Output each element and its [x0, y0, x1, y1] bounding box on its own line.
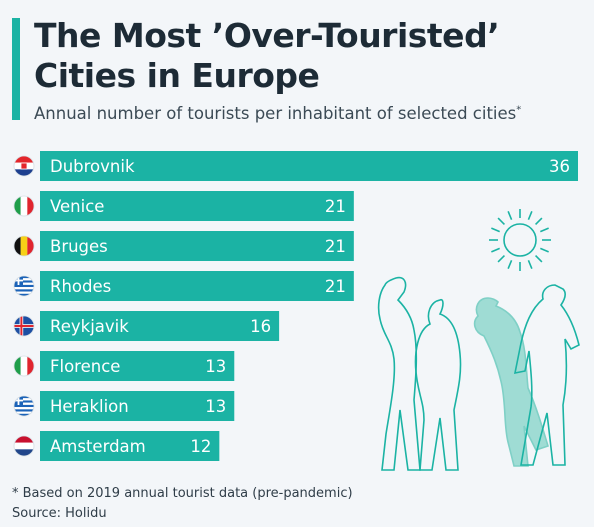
- sun-ray: [497, 254, 506, 263]
- chart-title-line-1: The Most ’Over-Touristed’: [34, 16, 500, 55]
- iceland-flag-icon: [13, 315, 35, 337]
- sun-ray: [534, 254, 543, 263]
- bar-row: Dubrovnik 36: [13, 151, 578, 181]
- bars-layer: Dubrovnik 36 Venice 21 Bruges 21 Rhodes 21 Reykj…: [13, 151, 578, 461]
- value-label: 13: [205, 357, 226, 376]
- chart-title: The Most ’Over-Touristed’ Cities in Euro…: [34, 16, 574, 96]
- bar-chart: Dubrovnik 36 Venice 21 Bruges 21 Rhodes 21 Reykj…: [13, 151, 580, 471]
- tourist-figure-3: [473, 297, 549, 467]
- bar-venice: [40, 191, 354, 221]
- chart-title-line-2: Cities in Europe: [34, 56, 320, 95]
- category-label: Reykjavik: [50, 317, 129, 336]
- sun-ray: [491, 247, 500, 253]
- tourist-figure-2: [414, 298, 462, 471]
- value-label: 16: [250, 317, 271, 336]
- bar-rhodes: [40, 271, 354, 301]
- sun-ray: [527, 260, 533, 269]
- tourists-illustration: [377, 209, 580, 471]
- value-label: 12: [190, 437, 211, 456]
- greece-flag-icon: [13, 395, 35, 417]
- bar-amsterdam: [40, 431, 220, 461]
- sun-ray: [527, 211, 533, 220]
- bar-row: Amsterdam 12: [13, 431, 220, 461]
- bar-bruges: [40, 231, 354, 261]
- sun-icon: [489, 209, 551, 271]
- category-label: Rhodes: [50, 277, 111, 296]
- value-label: 21: [325, 197, 346, 216]
- category-label: Bruges: [50, 237, 108, 256]
- sun-ray: [540, 227, 549, 233]
- source-credit: Source: Holidu: [12, 506, 107, 521]
- italy-flag-icon: [13, 195, 35, 217]
- sun-ray: [534, 217, 543, 226]
- value-label: 36: [549, 157, 570, 176]
- tourist-figure-1: [377, 276, 421, 471]
- sun-ray: [497, 217, 506, 226]
- bar-row: Heraklion 13: [13, 391, 235, 421]
- bar-row: Bruges 21: [13, 231, 354, 261]
- sun-ray: [491, 227, 500, 233]
- netherlands-flag-icon: [13, 435, 35, 457]
- chart-subtitle-text: Annual number of tourists per inhabitant…: [34, 104, 517, 123]
- bar-row: Venice 21: [13, 191, 354, 221]
- value-label: 13: [205, 397, 226, 416]
- greece-flag-icon: [13, 275, 35, 297]
- bar-dubrovnik: [40, 151, 578, 181]
- bar-row: Florence 13: [13, 351, 235, 381]
- croatia-flag-icon: [13, 155, 35, 177]
- sun-ray: [507, 260, 513, 269]
- sun-ray: [507, 211, 513, 220]
- bar-row: Rhodes 21: [13, 271, 354, 301]
- bar-row: Reykjavik 16: [13, 311, 280, 341]
- belgium-flag-icon: [13, 235, 35, 257]
- value-label: 21: [325, 277, 346, 296]
- footnote: * Based on 2019 annual tourist data (pre…: [12, 486, 353, 501]
- bar-florence: [40, 351, 235, 381]
- category-label: Amsterdam: [50, 437, 146, 456]
- bar-heraklion: [40, 391, 235, 421]
- category-label: Heraklion: [50, 397, 129, 416]
- subtitle-footnote-mark: *: [516, 104, 522, 116]
- chart-subtitle: Annual number of tourists per inhabitant…: [34, 104, 584, 123]
- category-label: Dubrovnik: [50, 157, 135, 176]
- bar-reykjavik: [40, 311, 280, 341]
- category-label: Venice: [50, 197, 104, 216]
- tourist-figure-4: [513, 284, 580, 466]
- value-label: 21: [325, 237, 346, 256]
- category-label: Florence: [50, 357, 120, 376]
- title-accent-bar: [12, 18, 20, 120]
- sun-ray: [540, 247, 549, 253]
- italy-flag-icon: [13, 355, 35, 377]
